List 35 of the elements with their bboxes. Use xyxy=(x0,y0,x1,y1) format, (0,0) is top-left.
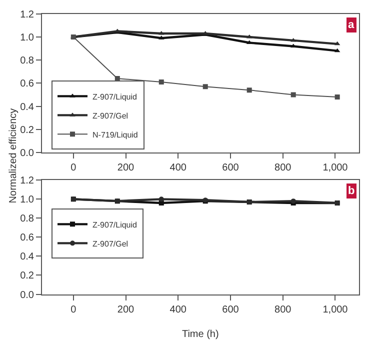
x-tick-label: 600 xyxy=(222,304,240,316)
legend-label: Z-907/Liquid xyxy=(92,220,137,230)
legend-label: Z-907/Gel xyxy=(92,111,128,120)
y-axis-title: Normalized efficiency xyxy=(8,108,19,204)
x-tick-label: 800 xyxy=(274,304,292,316)
x-tick-label: 400 xyxy=(170,304,187,316)
y-tick-label: 0.8 xyxy=(20,214,34,225)
x-tick-label: 400 xyxy=(170,162,187,174)
x-tick-label: 800 xyxy=(274,162,292,174)
x-tick-label: 0 xyxy=(70,304,77,316)
x-tick-label: 1,000 xyxy=(322,162,348,174)
y-tick-label: 0.6 xyxy=(20,78,34,90)
x-tick-label: 200 xyxy=(117,162,135,174)
y-tick-label: 0.2 xyxy=(20,124,34,136)
x-tick-label: 0 xyxy=(70,162,77,174)
legend-label: Z-907/Liquid xyxy=(92,92,137,102)
y-tick-label: 1.2 xyxy=(20,9,34,20)
x-tick-label: 200 xyxy=(117,304,135,316)
legend-label: Z-907/Gel xyxy=(92,239,128,248)
y-tick-label: 1.2 xyxy=(20,176,34,187)
y-tick-label: 0.0 xyxy=(20,148,34,159)
x-tick-label: 600 xyxy=(222,162,240,174)
y-tick-label: 0.8 xyxy=(20,56,34,67)
y-tick-label: 0.2 xyxy=(20,270,34,282)
x-axis-title: Time (h) xyxy=(182,328,219,340)
y-tick-label: 1.0 xyxy=(20,32,34,44)
y-tick-label: 1.0 xyxy=(20,194,34,206)
y-tick-label: 0.6 xyxy=(20,232,34,244)
y-tick-label: 0.4 xyxy=(20,102,34,113)
annotation: b xyxy=(348,185,355,197)
annotation: a xyxy=(348,19,355,31)
y-tick-label: 0.0 xyxy=(20,290,34,301)
legend-label: N-719/Liquid xyxy=(92,130,138,140)
y-tick-label: 0.4 xyxy=(20,252,34,263)
x-tick-label: 1,000 xyxy=(322,304,348,316)
